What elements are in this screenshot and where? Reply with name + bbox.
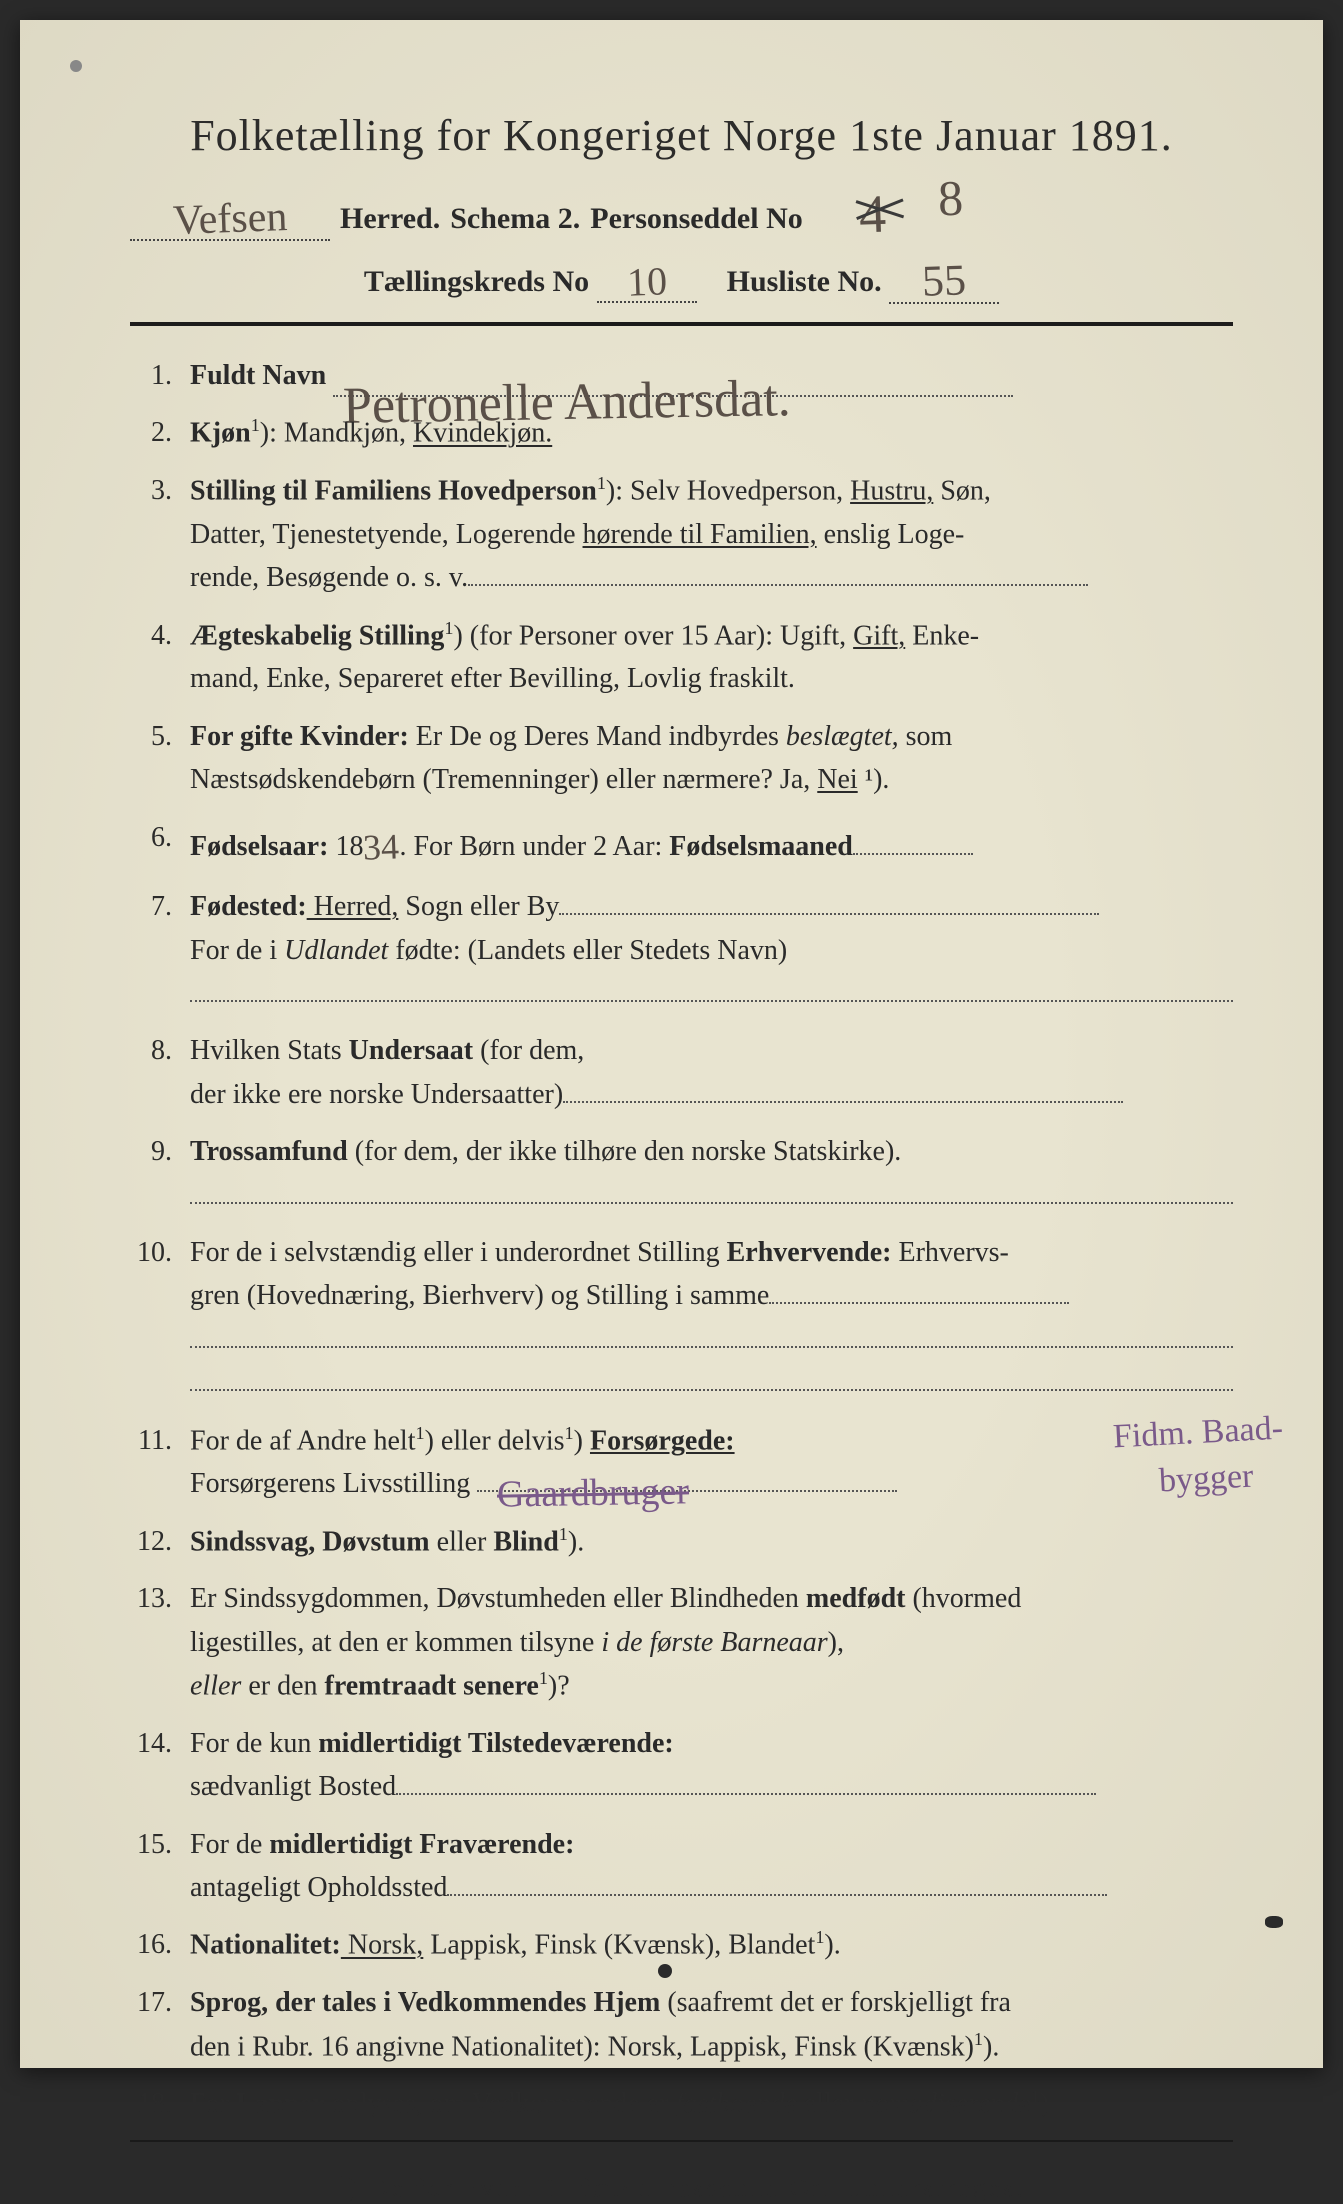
margin-note-1: Fidm. Baad- — [1112, 1408, 1284, 1458]
paper-dot — [70, 60, 82, 72]
item-1: 1. Fuldt Navn Petronelle Andersdat. — [130, 354, 1233, 397]
forsorger-struck-hw: Gaardbruger — [497, 1463, 690, 1525]
census-form-page: Folketælling for Kongeriget Norge 1ste J… — [20, 20, 1323, 2068]
item-13: 13. Er Sindssygdommen, Døvstumheden elle… — [130, 1577, 1233, 1708]
item-17: 17. Sprog, der tales i Vedkommendes Hjem… — [130, 1981, 1233, 2068]
thick-rule — [130, 322, 1233, 326]
item-14: 14. For de kun midlertidigt Tilstedevære… — [130, 1722, 1233, 1809]
item-15: 15. For de midlertidigt Fraværende: anta… — [130, 1823, 1233, 1910]
kvindekjon-selected: Kvindekjøn. — [413, 418, 552, 449]
item-7: 7. Fødested: Herred, Sogn eller By For d… — [130, 885, 1233, 1015]
herred-handwriting: Vefsen — [172, 193, 288, 245]
husliste-label: Husliste No. — [727, 265, 882, 298]
birthyear-hw: 34 — [362, 819, 400, 876]
item-9: 9. Trossamfund (for dem, der ikke tilhør… — [130, 1130, 1233, 1217]
item-6: 6. Fødselsaar: 1834. For Børn under 2 Aa… — [130, 816, 1233, 872]
kreds-hw: 10 — [626, 257, 668, 305]
item-10: 10. For de i selvstændig eller i underor… — [130, 1231, 1233, 1405]
footnote: 1) De for hvert Tilfælde passende Ord un… — [130, 2172, 1233, 2204]
herred-selected: Herred, — [307, 891, 399, 922]
item-8: 8. Hvilken Stats Undersaat (for dem, der… — [130, 1029, 1233, 1116]
item-12: 12. Sindssvag, Døvstum eller Blind1). — [130, 1520, 1233, 1564]
nei-selected: Nei — [817, 764, 857, 795]
ink-spot — [658, 1964, 672, 1978]
header-line-1: Vefsen Herred. Schema 2. Personseddel No… — [130, 179, 1233, 241]
gift-selected: Gift, — [853, 620, 905, 651]
personseddel-label: Personseddel No — [590, 202, 803, 236]
item-3: 3. Stilling til Familiens Hovedperson1):… — [130, 469, 1233, 600]
hustru-selected: Hustru, — [850, 475, 933, 506]
item-16: 16. Nationalitet: Norsk, Lappisk, Finsk … — [130, 1923, 1233, 1967]
item-18: 18. For Lapper oplyses, om Vedkommende e… — [130, 2082, 1233, 2126]
herred-label: Herred. — [340, 202, 440, 236]
margin-note-2: bygger — [1158, 1456, 1254, 1502]
item-2: 2. Kjøn1): Mandkjøn, Kvindekjøn. — [130, 411, 1233, 455]
item-4: 4. Ægteskabelig Stilling1) (for Personer… — [130, 614, 1233, 701]
schema-label: Schema 2. — [450, 202, 580, 236]
personseddel-hw: 8 — [937, 169, 964, 228]
personseddel-struck: 4 — [858, 183, 887, 246]
kreds-label: Tællingskreds No — [364, 265, 589, 298]
item-11: 11. For de af Andre helt1) eller delvis1… — [130, 1419, 1233, 1506]
item-5: 5. For gifte Kvinder: Er De og Deres Man… — [130, 715, 1233, 802]
ink-spot — [1265, 1916, 1283, 1928]
thin-rule — [130, 2140, 1233, 2142]
form-title: Folketælling for Kongeriget Norge 1ste J… — [130, 110, 1233, 161]
header-line-2: Tællingskreds No 10 Husliste No. 55 — [130, 251, 1233, 304]
norsk-selected: Norsk, — [341, 1930, 423, 1961]
husliste-hw: 55 — [921, 254, 967, 307]
